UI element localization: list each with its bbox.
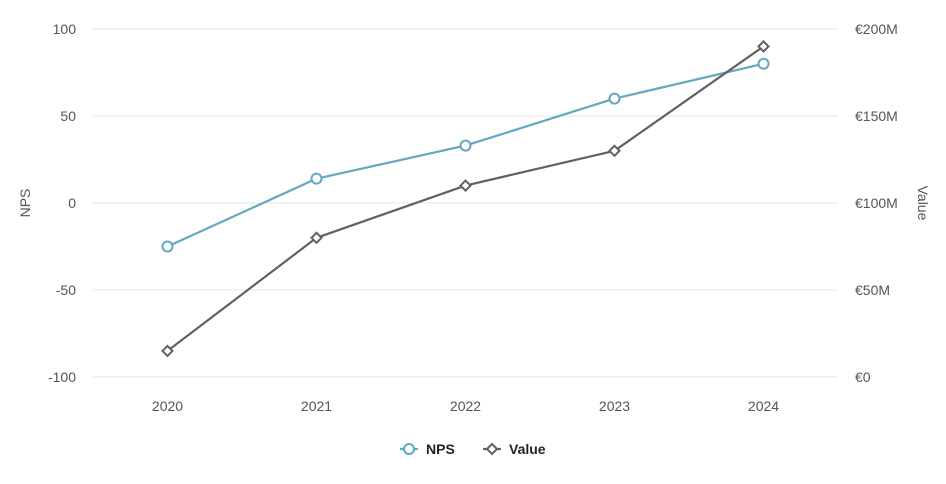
value-point [459,179,472,193]
left-tick-label: 100 [53,21,77,37]
nps-legend-marker [403,443,415,455]
legend: NPS Value [400,441,546,457]
value-point [608,144,621,158]
right-tick-label: €0 [855,369,871,385]
value-legend-marker [485,442,499,456]
left-tick-label: -100 [48,369,76,385]
nps-point [161,240,174,253]
left-tick-label: 0 [68,195,76,211]
value-point [161,344,174,358]
nps-point [310,172,323,185]
right-tick-label: €50M [855,282,890,298]
value-point [310,231,323,245]
x-tick-label: 2022 [450,398,481,414]
nps-point [757,57,770,70]
right-axis-ticks: €0 €50M €100M €150M €200M [855,21,898,385]
left-tick-label: -50 [56,282,76,298]
nps-legend-label: NPS [426,441,455,457]
x-tick-label: 2021 [301,398,332,414]
right-tick-label: €200M [855,21,898,37]
grid-layer [93,28,838,378]
series-layer [161,39,770,358]
nps-point [608,92,621,105]
right-tick-label: €150M [855,108,898,124]
value-series-line [166,45,765,352]
left-tick-label: 50 [60,108,76,124]
x-tick-label: 2024 [748,398,779,414]
left-axis-ticks: -100 -50 0 50 100 [48,21,76,385]
value-point [757,39,770,53]
x-axis-ticks: 2020 2021 2022 2023 2024 [152,398,779,414]
nps-series-line [167,62,764,248]
x-tick-label: 2020 [152,398,183,414]
right-axis-title: Value [915,186,931,221]
left-axis-title: NPS [17,189,33,218]
nps-point [459,139,472,152]
value-legend-label: Value [509,441,546,457]
right-tick-label: €100M [855,195,898,211]
x-tick-label: 2023 [599,398,630,414]
